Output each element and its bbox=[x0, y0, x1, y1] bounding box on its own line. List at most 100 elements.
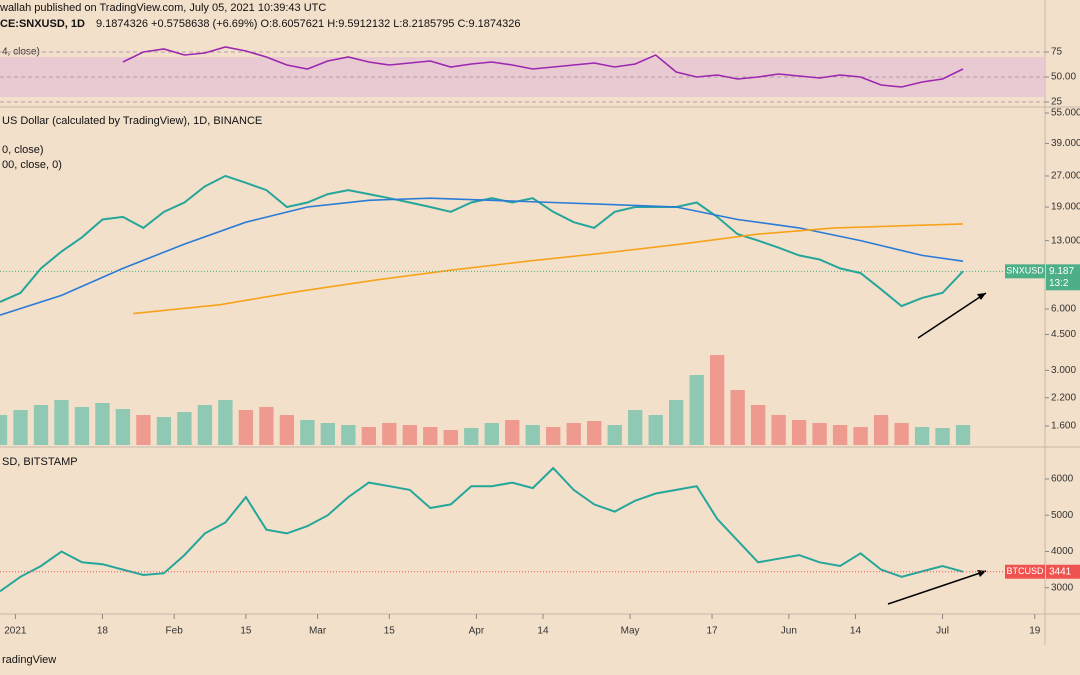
volume-bar bbox=[95, 403, 110, 445]
y-tick-label: 4000 bbox=[1051, 546, 1074, 557]
volume-bar bbox=[341, 425, 356, 445]
y-tick-label: 3.000 bbox=[1051, 365, 1076, 376]
y-tick-label: 75 bbox=[1051, 47, 1063, 58]
y-tick-label: 6000 bbox=[1051, 474, 1074, 485]
volume-bar bbox=[873, 415, 889, 445]
volume-bar bbox=[423, 427, 438, 445]
x-tick-label: 14 bbox=[850, 626, 862, 637]
y-tick-label: 25 bbox=[1051, 97, 1063, 108]
x-tick-label: Jun bbox=[781, 626, 797, 637]
volume-bar bbox=[156, 417, 172, 445]
volume-bar bbox=[894, 423, 909, 445]
publisher: wallah published on TradingView.com, Jul… bbox=[0, 2, 326, 14]
volume-bar bbox=[546, 427, 561, 445]
volume-bar bbox=[955, 425, 971, 445]
legend-ma200: 00, close, 0) bbox=[2, 159, 62, 171]
btc-title: SD, BITSTAMP bbox=[2, 456, 78, 468]
volume-bar bbox=[177, 412, 192, 445]
y-tick-label: 27.000 bbox=[1051, 171, 1080, 182]
arrow-head bbox=[977, 293, 986, 300]
last-value-box bbox=[1046, 564, 1080, 579]
volume-bar bbox=[566, 423, 581, 445]
last-symbol: BTCUSD bbox=[1006, 566, 1044, 576]
y-tick-label: 19.000 bbox=[1051, 202, 1080, 213]
volume-bar bbox=[382, 423, 397, 445]
y-tick-label: 39.000 bbox=[1051, 138, 1080, 149]
legend-ma50: 0, close) bbox=[2, 144, 44, 156]
volume-bar bbox=[361, 427, 376, 445]
volume-bar bbox=[464, 428, 479, 445]
y-tick-label: 3000 bbox=[1051, 582, 1074, 593]
price-line bbox=[0, 197, 964, 316]
y-tick-label: 6.000 bbox=[1051, 304, 1076, 315]
volume-bar bbox=[669, 400, 684, 445]
volume-bar bbox=[0, 415, 8, 445]
volume-bar bbox=[750, 405, 766, 445]
volume-bar bbox=[484, 423, 499, 445]
volume-bar bbox=[935, 428, 950, 445]
volume-bar bbox=[853, 427, 868, 445]
volume-bar bbox=[812, 423, 827, 445]
x-tick-label: 17 bbox=[706, 626, 718, 637]
rsi-title: 4, close) bbox=[2, 47, 40, 58]
volume-bar bbox=[136, 415, 151, 445]
x-tick-label: 14 bbox=[537, 626, 549, 637]
volume-bar bbox=[587, 421, 602, 445]
y-tick-label: 13.000 bbox=[1051, 235, 1080, 246]
symbol: CE:SNXUSD, 1D bbox=[0, 18, 85, 30]
y-tick-label: 2.200 bbox=[1051, 392, 1076, 403]
trend-arrow bbox=[887, 570, 987, 605]
y-tick-label: 4.500 bbox=[1051, 329, 1076, 340]
volume-bar bbox=[218, 400, 233, 445]
x-tick-label: 18 bbox=[97, 626, 109, 637]
last-symbol-box bbox=[1005, 264, 1045, 279]
x-tick-label: Jul bbox=[936, 626, 949, 637]
last-value: 9.187 bbox=[1049, 266, 1074, 277]
volume-bar bbox=[648, 415, 663, 445]
price-line bbox=[0, 466, 964, 593]
volume-bar bbox=[791, 420, 807, 445]
volume-bar bbox=[505, 420, 520, 445]
volume-bar bbox=[689, 375, 704, 445]
volume-bar bbox=[279, 415, 295, 445]
last-symbol-box bbox=[1005, 564, 1045, 579]
last-value: 3441 bbox=[1049, 566, 1072, 577]
volume-bar bbox=[300, 420, 315, 445]
price-line bbox=[122, 46, 964, 88]
volume-bar bbox=[443, 430, 458, 445]
volume-bar bbox=[33, 405, 49, 445]
y-tick-label: 55.000 bbox=[1051, 108, 1080, 119]
volume-bar bbox=[259, 407, 274, 445]
x-tick-label: 19 bbox=[1029, 626, 1041, 637]
volume-bar bbox=[115, 409, 131, 445]
quote: 9.1874326 +0.5758638 (+6.69%) O:8.605762… bbox=[96, 18, 520, 30]
volume-bar bbox=[771, 415, 786, 445]
volume-bar bbox=[54, 400, 69, 445]
volume-bar bbox=[402, 425, 417, 445]
y-tick-label: 5000 bbox=[1051, 510, 1074, 521]
volume-bar bbox=[320, 423, 336, 445]
arrow-head bbox=[977, 570, 986, 577]
last-symbol: SNXUSD bbox=[1006, 266, 1044, 276]
last-value-box bbox=[1046, 264, 1080, 291]
volume-bar bbox=[832, 425, 848, 445]
price-line bbox=[133, 223, 964, 315]
x-tick-label: Mar bbox=[309, 626, 327, 637]
y-tick-label: 50.00 bbox=[1051, 72, 1076, 83]
x-tick-label: Feb bbox=[166, 626, 184, 637]
y-tick-label: 1.600 bbox=[1051, 421, 1076, 432]
x-tick-label: May bbox=[621, 626, 640, 637]
volume-bar bbox=[197, 405, 213, 445]
volume-bar bbox=[914, 427, 930, 445]
volume-bar bbox=[13, 410, 28, 445]
volume-bar bbox=[607, 425, 622, 445]
x-tick-label: 15 bbox=[384, 626, 396, 637]
volume-bar bbox=[730, 390, 745, 445]
x-tick-label: 15 bbox=[240, 626, 252, 637]
volume-bar bbox=[238, 410, 254, 445]
volume-bar bbox=[628, 410, 643, 445]
volume-bar bbox=[709, 355, 725, 445]
x-tick-label: 2021 bbox=[4, 626, 27, 637]
